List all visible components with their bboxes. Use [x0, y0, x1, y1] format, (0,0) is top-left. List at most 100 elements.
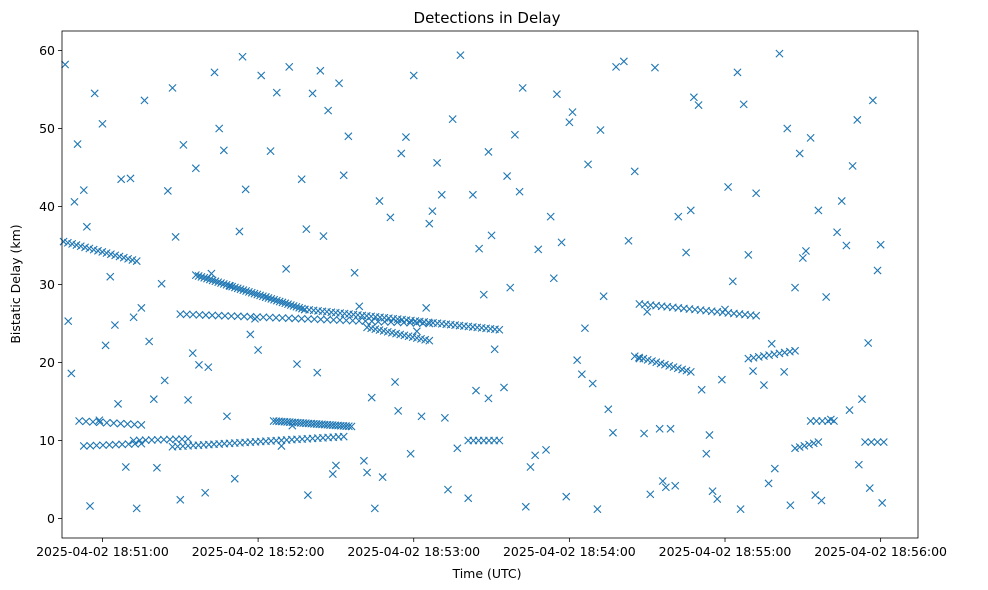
data-point — [814, 206, 823, 215]
data-point — [484, 147, 493, 156]
data-point — [682, 248, 691, 257]
data-point — [394, 406, 403, 415]
data-point — [208, 276, 217, 285]
data-point — [102, 418, 111, 427]
data-point — [367, 393, 376, 402]
data-point — [412, 327, 421, 336]
data-point — [791, 283, 800, 292]
data-point — [686, 367, 695, 376]
data-point — [752, 311, 761, 320]
data-point — [324, 106, 333, 115]
data-point — [281, 299, 290, 308]
data-point — [795, 443, 804, 452]
data-point — [110, 321, 119, 330]
data-point — [219, 279, 228, 288]
data-point — [661, 483, 670, 492]
data-point — [640, 429, 649, 438]
data-point — [194, 272, 203, 281]
data-point — [233, 312, 242, 321]
data-point — [375, 197, 384, 206]
data-point — [61, 60, 70, 69]
data-point — [826, 415, 835, 424]
data-point — [811, 491, 820, 500]
data-point — [650, 63, 659, 72]
data-point — [123, 420, 132, 429]
data-point — [412, 319, 421, 328]
data-point — [812, 417, 821, 425]
data-point — [425, 336, 434, 345]
data-point — [67, 369, 76, 378]
data-point — [795, 149, 804, 158]
data-point — [176, 495, 185, 504]
data-point — [261, 292, 270, 301]
data-point — [238, 52, 247, 61]
data-point — [339, 171, 348, 180]
data-point — [106, 272, 115, 281]
data-point — [864, 339, 873, 347]
data-point — [284, 300, 293, 309]
data-point — [518, 83, 527, 92]
data-point — [258, 292, 267, 301]
data-point — [495, 436, 504, 445]
data-point — [286, 301, 295, 310]
data-point — [359, 456, 368, 465]
data-point — [288, 421, 297, 430]
data-point — [721, 305, 729, 314]
data-point — [160, 376, 169, 385]
data-point — [749, 367, 758, 376]
data-point — [86, 441, 95, 450]
data-point — [599, 292, 608, 301]
data-point — [124, 440, 133, 449]
data-point — [433, 158, 442, 167]
data-point — [724, 183, 733, 191]
data-point — [246, 312, 255, 321]
data-point — [171, 435, 180, 444]
x-tick-label: 2025-04-02 18:51:00 — [36, 544, 169, 559]
data-point — [227, 312, 236, 321]
data-point — [806, 133, 815, 142]
data-point — [418, 319, 427, 328]
data-point — [484, 394, 493, 403]
data-point — [92, 441, 101, 450]
data-point — [201, 311, 210, 320]
data-point — [510, 130, 519, 139]
data-point — [573, 356, 582, 365]
data-point — [612, 62, 621, 71]
data-point — [800, 441, 809, 450]
data-point — [111, 440, 120, 449]
data-point — [295, 303, 304, 312]
data-point — [265, 313, 274, 322]
data-point — [73, 140, 82, 149]
data-point — [752, 189, 761, 198]
data-point — [272, 88, 281, 97]
data-point — [117, 175, 126, 184]
data-point — [171, 232, 180, 241]
data-point — [646, 490, 655, 499]
data-point — [355, 302, 364, 311]
y-tick-label: 50 — [39, 121, 55, 136]
x-tick-label: 2025-04-02 18:53:00 — [347, 544, 480, 559]
data-point — [822, 292, 831, 301]
data-point — [207, 269, 216, 278]
data-point — [588, 379, 597, 388]
data-point — [251, 314, 259, 323]
data-point — [428, 207, 437, 216]
data-point — [674, 212, 683, 221]
data-point — [464, 494, 473, 503]
data-point — [152, 463, 161, 472]
data-point — [608, 428, 617, 437]
data-point — [347, 422, 356, 431]
data-point — [331, 461, 340, 470]
data-point — [328, 470, 337, 479]
data-point — [101, 341, 110, 350]
data-point — [733, 68, 742, 77]
x-tick-label: 2025-04-02 18:56:00 — [814, 544, 947, 559]
data-point — [205, 275, 214, 284]
data-point — [201, 488, 210, 497]
data-point — [298, 304, 306, 313]
data-point — [79, 441, 88, 450]
data-point — [867, 438, 876, 447]
data-point — [200, 273, 209, 282]
data-point — [399, 318, 408, 327]
data-point — [114, 399, 123, 408]
